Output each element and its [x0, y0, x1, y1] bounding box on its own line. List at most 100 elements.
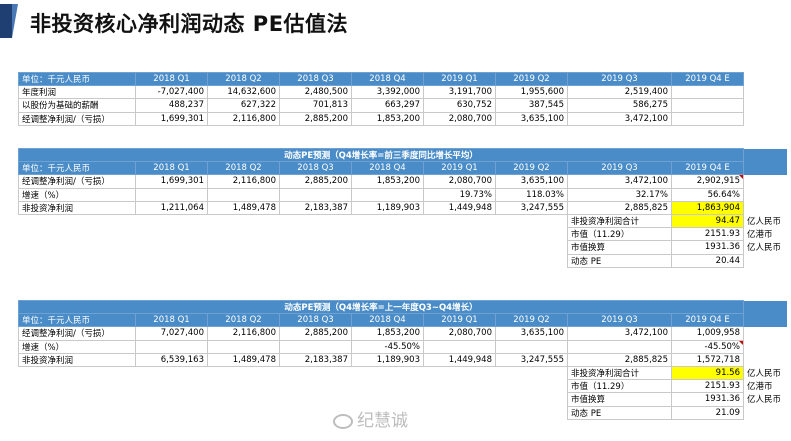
header-cell: 2019 Q2	[495, 313, 568, 328]
summary-value: 21.09	[671, 405, 744, 420]
header-cell: 2019 Q2	[495, 71, 568, 87]
cell: 1,955,600	[495, 85, 568, 100]
section-title-row: 动态PE预测（Q4增长率=前三季度同比增长平均）	[18, 147, 788, 163]
cell: 3,191,700	[423, 85, 496, 100]
header-cell: 2019 Q1	[423, 71, 496, 87]
cell: 1,189,903	[351, 352, 424, 367]
summary-unit	[744, 406, 788, 419]
cell	[671, 85, 744, 100]
cell	[279, 187, 352, 202]
summary-unit: 亿人民币	[747, 395, 782, 406]
header-cell: 2018 Q2	[207, 71, 280, 87]
cell: 32.17%	[567, 187, 672, 202]
summary-label: 市值换算	[567, 392, 672, 407]
cell: 2,885,200	[279, 326, 352, 341]
cell: 586,275	[567, 98, 672, 113]
cell: 3,635,100	[495, 326, 568, 341]
section-title: 动态PE预测（Q4增长率=前三季度同比增长平均）	[18, 147, 744, 163]
summary-row: 非投资净利润合计 91.56 亿人民币	[19, 365, 788, 381]
cell: 2,080,700	[423, 111, 496, 126]
summary-unit	[744, 254, 788, 267]
cell	[135, 339, 208, 354]
cell	[279, 339, 352, 354]
header-cell: 2019 Q1	[423, 313, 496, 328]
summary-value: 91.56	[671, 365, 744, 381]
cell: 3,472,100	[567, 326, 672, 341]
cell: 1,449,948	[423, 352, 496, 367]
cell	[423, 339, 496, 354]
cell: 701,813	[279, 98, 352, 113]
header-cell: 2018 Q2	[207, 161, 280, 176]
cell: 2,885,825	[567, 352, 672, 367]
cell	[671, 98, 744, 113]
summary-row: 市值换算 1931.36 亿人民币	[19, 240, 788, 255]
summary-row: 动态 PE 20.44	[19, 253, 788, 268]
cell: 2,902,915	[671, 174, 744, 189]
cell: 2,080,700	[423, 326, 496, 341]
table-row: 经调整净利润/（亏损） 7,027,400 2,116,800 2,885,20…	[18, 326, 788, 341]
cell	[207, 339, 280, 354]
cell: 1,853,200	[351, 174, 424, 189]
summary-label: 非投资净利润合计	[567, 365, 672, 381]
cell: 3,472,100	[567, 174, 672, 189]
cell: -45.50%	[671, 339, 744, 354]
summary-value: 1931.36	[671, 392, 744, 407]
summary-row: 非投资净利润合计 94.47 亿人民币	[19, 213, 788, 229]
summary-label: 非投资净利润合计	[567, 213, 672, 229]
title-accent-slant	[12, 4, 18, 38]
section-title-row: 动态PE预测（Q4增长率=上一年度Q3~Q4增长）	[18, 299, 788, 315]
cell: 3,247,555	[495, 200, 568, 215]
row-label: 年度利润	[18, 85, 136, 100]
header-cell: 2019 Q4 E	[671, 313, 744, 328]
cell: 1,572,718	[671, 352, 744, 367]
table-header-row: 单位：千元人民币 2018 Q1 2018 Q2 2018 Q3 2018 Q4…	[18, 161, 788, 176]
summary-label: 动态 PE	[567, 405, 672, 420]
header-cell: 2019 Q3	[567, 71, 672, 87]
cell: 2,116,800	[207, 326, 280, 341]
header-cell: 2019 Q4 E	[671, 161, 744, 176]
cell: 3,635,100	[495, 111, 568, 126]
cell: 118.03%	[495, 187, 568, 202]
cell	[351, 187, 424, 202]
cell	[135, 187, 208, 202]
header-cell: 2019 Q2	[495, 161, 568, 176]
cell: 1,699,301	[135, 174, 208, 189]
cell: -7,027,400	[135, 85, 208, 100]
cell: 6,539,163	[135, 352, 208, 367]
summary-value: 20.44	[671, 253, 744, 268]
watermark-text: 纪慧诚	[357, 411, 408, 431]
summary-row: 市值（11.29） 2151.93 亿港币	[19, 227, 788, 242]
summary-row: 动态 PE 21.09	[19, 405, 788, 420]
cell: 56.64%	[671, 187, 744, 202]
cell: 1,489,478	[207, 352, 280, 367]
table-row: 非投资净利润 1,211,064 1,489,478 2,183,387 1,1…	[18, 200, 788, 215]
page-title: 非投资核心净利润动态 PE估值法	[30, 12, 349, 36]
title-accent-bar	[0, 4, 12, 38]
summary-row: 市值换算 1931.36 亿人民币	[19, 392, 788, 407]
header-cell: 2018 Q4	[351, 313, 424, 328]
watermark: 纪慧诚	[333, 406, 408, 431]
header-cell: 2018 Q2	[207, 313, 280, 328]
summary-value: 94.47	[671, 213, 744, 229]
header-cell: 2018 Q1	[135, 161, 208, 176]
table-header-row: 单位：千元人民币 2018 Q1 2018 Q2 2018 Q3 2018 Q4…	[18, 313, 788, 328]
highlighted-cell: 1,863,904	[671, 200, 744, 215]
header-cell: 2019 Q3	[567, 161, 672, 176]
cell: 630,752	[423, 98, 496, 113]
table-row: 经调整净利润/（亏损） 1,699,301 2,116,800 2,885,20…	[18, 174, 788, 189]
table-row: 非投资净利润 6,539,163 1,489,478 2,183,387 1,1…	[18, 352, 788, 367]
section-title: 动态PE预测（Q4增长率=上一年度Q3~Q4增长）	[18, 299, 744, 315]
row-label: 经调整净利润/（亏损）	[18, 174, 136, 189]
cell: 2,080,700	[423, 174, 496, 189]
table-header-row: 单位：千元人民币 2018 Q1 2018 Q2 2018 Q3 2018 Q4…	[18, 71, 744, 87]
header-cell: 2019 Q4 E	[671, 71, 744, 87]
summary-value: 2151.93	[671, 379, 744, 394]
cell: 1,489,478	[207, 200, 280, 215]
cell: -45.50%	[351, 339, 424, 354]
profit-table: 单位：千元人民币 2018 Q1 2018 Q2 2018 Q3 2018 Q4…	[18, 71, 744, 126]
row-label: 经调整净利润/（亏损）	[18, 326, 136, 341]
cell: 3,635,100	[495, 174, 568, 189]
header-cell: 2018 Q4	[351, 161, 424, 176]
cell: 2,885,825	[567, 200, 672, 215]
cell: 2,116,800	[207, 111, 280, 126]
